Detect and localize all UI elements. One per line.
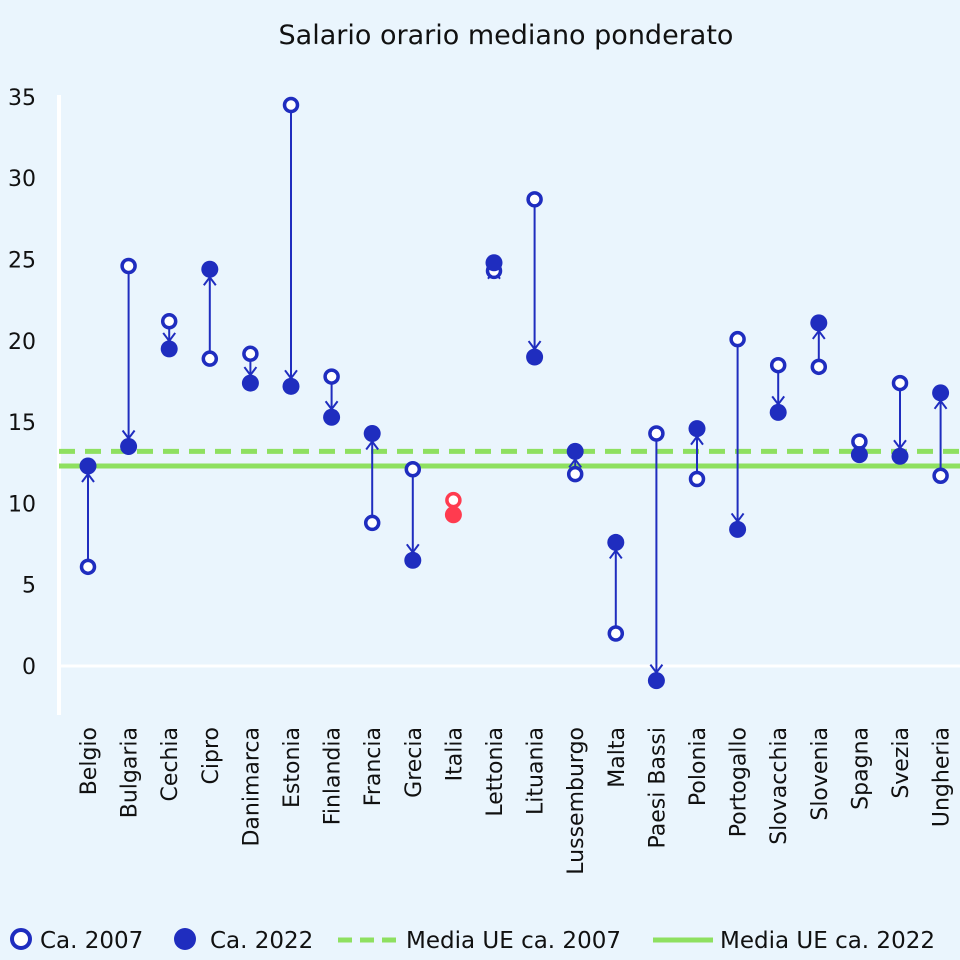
- point-2022: [282, 377, 300, 395]
- y-tick-label: 30: [8, 167, 36, 192]
- legend-label: Ca. 2022: [210, 928, 313, 954]
- legend: Ca. 2007 Ca. 2022 Media UE ca. 2007 Media U…: [10, 928, 935, 954]
- point-2022: [444, 506, 462, 524]
- point-2022: [769, 403, 787, 421]
- x-tick-label: Slovacchia: [767, 727, 792, 845]
- x-tick-label: Lussemburgo: [564, 727, 589, 875]
- legend-label: Media UE ca. 2007: [406, 928, 621, 954]
- point-2007: [526, 191, 543, 208]
- x-tick-label: Svezia: [889, 727, 914, 799]
- point-2022: [363, 424, 381, 442]
- x-tick-label: Paesi Bassi: [645, 727, 670, 848]
- x-tick-label: Polonia: [686, 727, 711, 806]
- point-2007: [891, 374, 909, 392]
- x-tick-label: Portogallo: [727, 727, 752, 837]
- x-tick-label: Slovenia: [808, 727, 833, 821]
- x-tick-label: Francia: [361, 727, 386, 806]
- y-tick-label: 0: [22, 655, 36, 680]
- legend-label: Media UE ca. 2022: [720, 928, 935, 954]
- point-2022: [160, 340, 178, 358]
- x-tick-label: Malta: [605, 727, 630, 788]
- y-tick-label: 20: [8, 330, 36, 355]
- point-2007: [810, 358, 828, 376]
- point-2022: [566, 442, 584, 460]
- point-2007: [648, 425, 665, 442]
- point-2022: [241, 374, 259, 392]
- x-tick-label: Grecia: [402, 727, 427, 798]
- point-2022: [850, 446, 868, 464]
- point-2022: [607, 533, 625, 551]
- y-tick-label: 35: [8, 86, 36, 111]
- x-tick-label: Cechia: [158, 727, 183, 802]
- point-2022: [526, 348, 544, 366]
- point-2022: [688, 420, 706, 438]
- point-2007: [688, 470, 706, 488]
- x-tick-label: Spagna: [848, 727, 873, 810]
- legend-label: Ca. 2007: [40, 928, 143, 954]
- y-tick-label: 25: [8, 249, 36, 274]
- x-tick-label: Bulgaria: [118, 727, 143, 818]
- point-2007: [566, 465, 584, 483]
- point-2007: [932, 467, 949, 485]
- point-2007: [120, 257, 137, 275]
- point-2022: [810, 314, 828, 332]
- legend-open-circle-icon: [10, 928, 32, 950]
- point-2007: [607, 625, 625, 642]
- x-tick-label: Belgio: [77, 727, 102, 795]
- point-2007: [404, 461, 422, 478]
- y-tick-label: 15: [8, 411, 36, 436]
- x-tick-label: Danimarca: [239, 727, 264, 847]
- point-2007: [323, 368, 340, 385]
- x-tick-label: Lituania: [524, 727, 549, 815]
- point-2022: [323, 408, 341, 426]
- x-tick-label: Cipro: [199, 727, 224, 784]
- x-tick-label: Finlandia: [321, 727, 346, 825]
- point-2007: [79, 558, 97, 576]
- point-2007: [445, 491, 462, 509]
- point-2022: [485, 254, 503, 272]
- point-2007: [160, 313, 178, 330]
- point-2022: [120, 437, 138, 455]
- point-2022: [932, 384, 950, 402]
- point-2022: [729, 520, 747, 538]
- point-2022: [891, 447, 909, 465]
- point-2022: [201, 260, 219, 278]
- y-tick-label: 5: [22, 574, 36, 599]
- point-2007: [769, 356, 787, 374]
- x-tick-label: Italia: [442, 727, 467, 781]
- point-2007: [363, 514, 381, 532]
- y-tick-label: 10: [8, 492, 36, 517]
- x-tick-label: Estonia: [280, 727, 305, 808]
- x-tick-label: Lettonia: [483, 727, 508, 817]
- point-2007: [242, 345, 259, 363]
- x-tick-label: Ungheria: [930, 727, 955, 827]
- legend-filled-circle-icon: [174, 928, 196, 950]
- chart-title: Salario orario mediano ponderato: [279, 20, 734, 51]
- point-2022: [79, 457, 97, 475]
- point-2007: [282, 96, 300, 114]
- point-2022: [647, 672, 665, 690]
- point-2007: [729, 330, 746, 348]
- point-2022: [404, 551, 422, 569]
- point-2007: [201, 350, 219, 367]
